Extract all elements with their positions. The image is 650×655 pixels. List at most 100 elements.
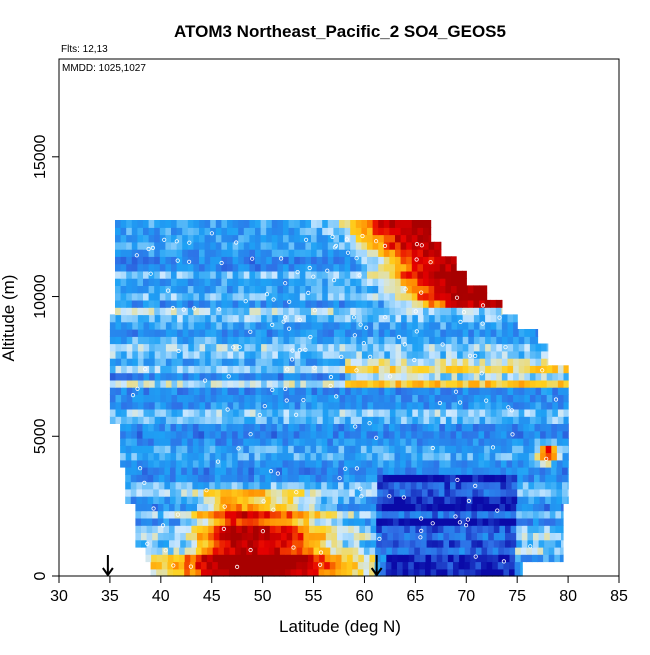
heatmap-cell (283, 234, 290, 243)
heatmap-cell (478, 474, 485, 483)
heatmap-cell (455, 481, 462, 490)
heatmap-cell (148, 234, 155, 243)
heatmap-cell (153, 452, 160, 461)
heatmap-cell (311, 387, 318, 395)
heatmap-cell (154, 343, 161, 352)
heatmap-cell (500, 474, 507, 483)
heatmap-cell (243, 292, 250, 301)
heatmap-cell (490, 350, 497, 359)
heatmap-cell (400, 249, 407, 257)
heatmap-cell (436, 554, 443, 563)
heatmap-cell (529, 387, 537, 395)
heatmap-cell (527, 539, 534, 548)
heatmap-cell (534, 481, 541, 490)
heatmap-cell (142, 430, 149, 439)
heatmap-cell (121, 372, 128, 381)
heatmap-cell (142, 481, 149, 490)
heatmap-cell (377, 467, 384, 475)
heatmap-cell (204, 220, 211, 228)
heatmap-cell (169, 503, 176, 512)
heatmap-cell (244, 321, 251, 330)
heatmap-cell (215, 437, 222, 446)
heatmap-cell (425, 546, 432, 555)
heatmap-cell (506, 467, 513, 475)
heatmap-cell (479, 387, 486, 395)
heatmap-cell (490, 321, 497, 330)
heatmap-cell (344, 423, 351, 432)
heatmap-cell (283, 343, 290, 352)
heatmap-cell (549, 517, 556, 526)
heatmap-cell (227, 256, 234, 265)
heatmap-cell (120, 241, 127, 250)
heatmap-cell (384, 408, 391, 417)
heatmap-cell (451, 285, 458, 294)
heatmap-cell (462, 343, 469, 352)
heatmap-cell (490, 314, 497, 323)
heatmap-cell (232, 256, 239, 265)
heatmap-cell (505, 532, 512, 541)
heatmap-cell (132, 387, 139, 395)
heatmap-cell (423, 278, 430, 286)
heatmap-cell (338, 423, 345, 432)
heatmap-cell (277, 372, 285, 381)
heatmap-cell (468, 314, 475, 323)
heatmap-cell (484, 437, 491, 446)
heatmap-cell (249, 321, 257, 330)
heatmap-cell (247, 532, 254, 541)
heatmap-cell (339, 292, 346, 301)
heatmap-cell (204, 437, 211, 446)
heatmap-cell (294, 329, 301, 337)
heatmap-cell (395, 336, 402, 345)
sample-point (457, 400, 463, 405)
heatmap-cell (406, 387, 413, 395)
heatmap-cell (115, 321, 122, 330)
heatmap-cell (109, 314, 117, 323)
heatmap-cell (212, 546, 219, 555)
heatmap-cell (236, 525, 243, 533)
heatmap-cell (333, 227, 340, 236)
heatmap-cell (509, 546, 516, 555)
heatmap-cell (550, 496, 557, 504)
heatmap-cell (524, 350, 531, 359)
heatmap-cell (158, 488, 165, 497)
heatmap-cell (199, 278, 206, 286)
heatmap-cell (131, 285, 138, 294)
heatmap-cell (490, 387, 497, 395)
heatmap-cell (226, 474, 233, 483)
heatmap-cell (349, 445, 356, 454)
heatmap-cell (428, 459, 435, 468)
heatmap-cell (389, 350, 397, 359)
heatmap-cell (445, 416, 453, 424)
heatmap-cell (344, 459, 351, 468)
heatmap-cell (300, 350, 307, 359)
heatmap-cell (472, 430, 480, 439)
heatmap-cell (348, 510, 355, 519)
heatmap-cell (360, 423, 368, 432)
heatmap-cell (132, 394, 139, 403)
heatmap-cell (182, 343, 189, 352)
heatmap-cell (272, 336, 279, 345)
heatmap-cell (488, 510, 495, 519)
heatmap-cell (366, 481, 373, 490)
heatmap-cell (447, 561, 454, 570)
plot-frame (58, 58, 620, 577)
heatmap-cell (429, 401, 436, 410)
heatmap-cell (260, 256, 267, 265)
heatmap-cell (121, 343, 128, 352)
heatmap-cell (322, 256, 329, 265)
heatmap-cell (511, 488, 518, 497)
heatmap-cell (241, 539, 248, 548)
heatmap-cell (440, 401, 447, 410)
heatmap-cell (237, 430, 244, 439)
heatmap-cell (317, 401, 324, 410)
heatmap-cell (126, 241, 133, 250)
heatmap-cell (213, 510, 220, 519)
heatmap-cell (232, 220, 239, 228)
heatmap-cell (429, 387, 436, 395)
heatmap-cell (367, 321, 374, 330)
heatmap-cell (201, 554, 208, 563)
heatmap-cell (146, 539, 153, 548)
heatmap-cell (538, 517, 545, 526)
heatmap-cell (489, 474, 496, 483)
heatmap-cell (255, 249, 262, 257)
